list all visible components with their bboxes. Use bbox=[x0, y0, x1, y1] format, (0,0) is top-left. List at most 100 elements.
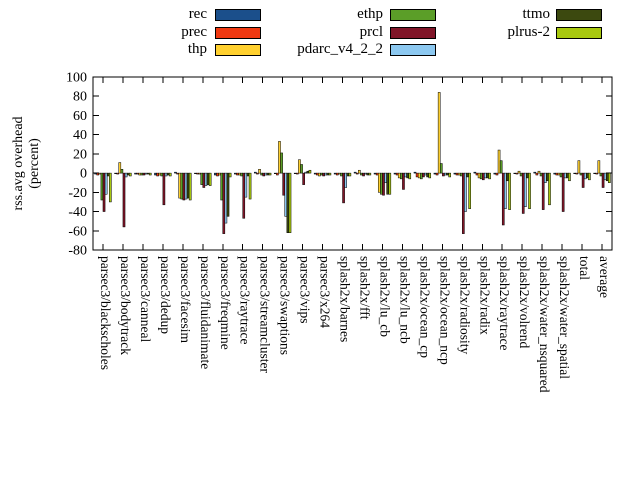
bar-ethp bbox=[220, 172, 223, 201]
bar-plrus-2 bbox=[188, 172, 192, 201]
legend-label-rec: rec bbox=[188, 6, 207, 22]
legend-swatch-ethp bbox=[390, 9, 436, 21]
x-tick-label: parsec3/blackscholes bbox=[98, 256, 113, 370]
bar-ttmo bbox=[286, 172, 290, 233]
bar-plrus-2 bbox=[308, 169, 312, 174]
legend-label-prec: prec bbox=[181, 23, 207, 40]
bar-ttmo bbox=[406, 172, 409, 179]
y-tick-label: 100 bbox=[66, 71, 87, 86]
bar-pdarc_v4_2_2 bbox=[164, 172, 168, 177]
bar-rec bbox=[373, 172, 377, 175]
y-tick-label: 60 bbox=[73, 109, 87, 124]
bar-prcl bbox=[561, 172, 565, 212]
x-tick-label: parsec3/swaptions bbox=[278, 256, 293, 355]
bar-ttmo bbox=[366, 172, 370, 176]
legend-swatch-plrus-2 bbox=[556, 26, 602, 39]
bar-prec bbox=[355, 172, 359, 175]
y-tick-label: 0 bbox=[80, 167, 87, 182]
bar-ethp bbox=[320, 172, 323, 176]
bar-thp bbox=[358, 169, 361, 174]
y-axis-title: rss.avg overhead(percent) bbox=[11, 116, 42, 210]
bar-plrus-2 bbox=[428, 172, 432, 179]
bar-thp bbox=[397, 172, 401, 179]
bar-pdarc_v4_2_2 bbox=[264, 172, 268, 176]
x-tick-label: splash2x/lu_cb bbox=[377, 256, 392, 337]
bar-rec bbox=[433, 172, 437, 175]
x-tick-label: splash2x/ocean_ncp bbox=[437, 256, 452, 365]
bar-prec bbox=[435, 172, 439, 176]
bar-prcl bbox=[142, 172, 146, 176]
bar-rec bbox=[513, 172, 517, 174]
bar-ttmo bbox=[266, 172, 270, 176]
bar-plrus-2 bbox=[288, 172, 292, 233]
bar-pdarc_v4_2_2 bbox=[603, 172, 607, 181]
bar-rec bbox=[273, 172, 277, 174]
bar-prec bbox=[595, 172, 599, 175]
bar-pdarc_v4_2_2 bbox=[404, 172, 407, 178]
bar-ttmo bbox=[326, 172, 330, 176]
x-axis: parsec3/blackscholes parsec3/bodytrack par… bbox=[98, 77, 612, 393]
bar-ethp bbox=[360, 172, 363, 176]
bar-rec bbox=[353, 171, 357, 174]
bar-plrus-2 bbox=[148, 172, 152, 176]
bar-ttmo bbox=[466, 172, 469, 178]
bar-ethp bbox=[439, 163, 443, 174]
y-tick-label: 20 bbox=[73, 147, 87, 162]
bar-prcl bbox=[462, 172, 465, 234]
bar-prcl bbox=[122, 172, 126, 228]
bar-thp bbox=[377, 172, 381, 193]
bar-rec bbox=[593, 172, 596, 174]
bar-rec bbox=[453, 172, 457, 175]
bar-pdarc_v4_2_2 bbox=[444, 172, 447, 176]
bar-prec bbox=[176, 172, 179, 175]
y-axis: -80 -60 -40 -20 0 20 40 60 80 100 rss.avg overhead… bbox=[11, 71, 612, 259]
bar-ethp bbox=[180, 172, 184, 200]
bar-prcl bbox=[601, 172, 605, 188]
x-tick-label: splash2x/barnes bbox=[338, 256, 353, 342]
bar-prcl bbox=[302, 172, 305, 185]
x-tick-label: average bbox=[597, 256, 612, 298]
bar-ttmo bbox=[306, 170, 310, 174]
legend-label-thp: thp bbox=[187, 41, 207, 57]
x-tick-label: parsec3/dedup bbox=[158, 256, 173, 334]
bar-rec bbox=[234, 172, 237, 175]
bar-ethp bbox=[200, 172, 204, 185]
bar-ttmo bbox=[186, 172, 190, 199]
bar-pdarc_v4_2_2 bbox=[524, 172, 527, 208]
bar-plrus-2 bbox=[528, 172, 531, 209]
legend-label-pdarc_v4_2_2: pdarc_v4_2_2 bbox=[297, 41, 383, 57]
bar-plrus-2 bbox=[168, 172, 172, 177]
bar-ethp bbox=[160, 172, 164, 177]
bar-pdarc_v4_2_2 bbox=[324, 172, 328, 176]
x-tick-label: parsec3/vips bbox=[298, 256, 313, 323]
x-tick-label: parsec3/canneal bbox=[138, 256, 153, 342]
bar-thp bbox=[497, 149, 501, 174]
bar-rec bbox=[333, 172, 337, 175]
bar-prec bbox=[256, 172, 259, 175]
bar-pdarc_v4_2_2 bbox=[124, 172, 128, 178]
bar-rec bbox=[533, 171, 537, 174]
bar-plrus-2 bbox=[348, 172, 352, 177]
bar-ttmo bbox=[486, 172, 489, 179]
bar-prec bbox=[116, 172, 119, 175]
bar-ethp bbox=[499, 160, 503, 174]
x-tick-label: splash2x/volrend bbox=[517, 256, 532, 348]
x-tick-label: splash2x/raytrace bbox=[497, 256, 512, 350]
bar-thp bbox=[258, 169, 261, 174]
bar-prcl bbox=[242, 172, 246, 219]
x-tick-label: splash2x/lu_ncb bbox=[397, 256, 412, 344]
bar-ethp bbox=[459, 172, 463, 177]
y-tick-label: -80 bbox=[68, 244, 87, 259]
bar-prcl bbox=[342, 172, 345, 204]
bar-rec bbox=[313, 172, 317, 175]
bar-thp bbox=[417, 172, 421, 179]
bar-plrus-2 bbox=[328, 172, 332, 176]
bar-pdarc_v4_2_2 bbox=[144, 172, 148, 175]
bar-prec bbox=[395, 172, 399, 176]
bar-ethp bbox=[100, 172, 104, 201]
bar-ethp bbox=[300, 164, 303, 174]
bar-prcl bbox=[521, 172, 525, 214]
bar-thp bbox=[218, 172, 221, 176]
bar-pdarc_v4_2_2 bbox=[304, 171, 308, 174]
bar-plrus-2 bbox=[268, 172, 272, 176]
